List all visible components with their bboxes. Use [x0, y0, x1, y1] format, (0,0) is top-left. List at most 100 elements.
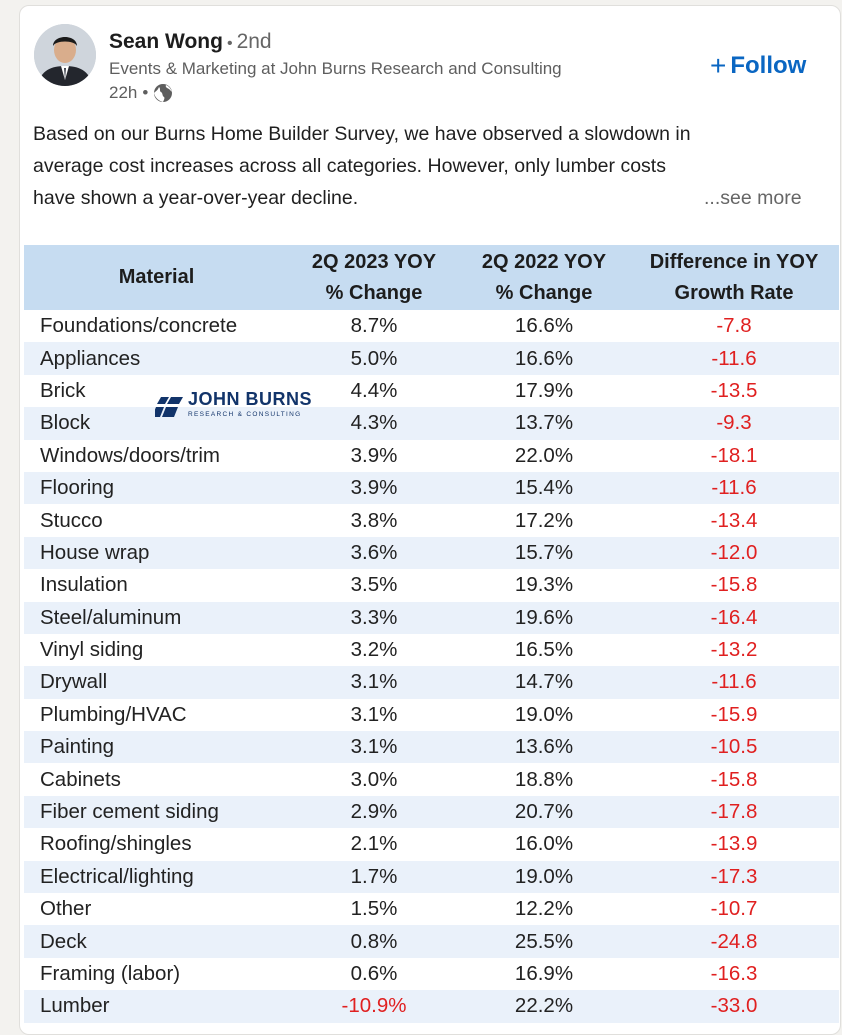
table-row: Fiber cement siding 2.9% 20.7% -17.8 [24, 795, 839, 829]
header-2q2023-line1: 2Q 2023 YOY [311, 250, 437, 273]
difference-cell: -17.8 [629, 795, 839, 829]
difference-cell: -11.6 [629, 666, 839, 699]
header-2q2022-line2: % Change [495, 281, 593, 304]
post-time: 22h [109, 83, 138, 102]
header-2q2023-line2: % Change [325, 281, 423, 304]
table-row: Painting 3.1% 13.6% -10.5 [24, 731, 839, 764]
logo-subtext: RESEARCH & CONSULTING [188, 411, 302, 418]
avatar[interactable] [34, 24, 96, 86]
material-cell: Foundations/concrete [40, 314, 238, 338]
change-2022-cell: 20.7% [459, 795, 629, 829]
change-2022-cell: 19.6% [459, 601, 629, 634]
change-2022-cell: 13.7% [459, 407, 629, 440]
post-text-line: Based on our Burns Home Builder Survey, … [33, 123, 691, 145]
table-row: Windows/doors/trim 3.9% 22.0% -18.1 [24, 440, 839, 472]
change-2023-cell: 3.8% [350, 508, 398, 532]
change-2023-cell: 2.1% [350, 832, 398, 856]
difference-cell: -11.6 [629, 471, 839, 505]
see-more-link[interactable]: ...see more [704, 187, 802, 209]
plus-icon: + [710, 50, 727, 81]
post-image-table[interactable]: Material 2Q 2023 YOY % Change 2Q 2022 YOY… [24, 245, 839, 1023]
change-2022-cell: 25.5% [459, 925, 629, 958]
post-meta: 22h • [109, 82, 173, 104]
change-2022-cell: 19.0% [459, 860, 629, 894]
change-2022-cell: 12.2% [514, 897, 574, 921]
table-row: Foundations/concrete 8.7% 16.6% -7.8 [24, 310, 839, 342]
change-2023-cell: 4.4% [350, 378, 398, 402]
table-row: Drywall 3.1% 14.7% -11.6 [24, 666, 839, 699]
follow-button[interactable]: + Follow [710, 52, 806, 80]
table-row: Appliances 5.0% 16.6% -11.6 [24, 342, 839, 375]
change-2022-cell: 15.7% [459, 536, 629, 570]
change-2022-cell: 17.2% [514, 508, 574, 532]
change-2022-cell: 16.0% [514, 832, 574, 856]
table-row: Stucco 3.8% 17.2% -13.4 [24, 504, 839, 536]
material-cell: Other [40, 897, 92, 921]
change-2023-cell: 3.1% [289, 666, 459, 699]
logo-wordmark: JOHN BURNS [188, 389, 313, 409]
change-2023-cell: 4.3% [289, 407, 459, 440]
difference-cell: -13.9 [710, 832, 758, 856]
change-2023-cell: 1.5% [350, 897, 398, 921]
table-row: Steel/aluminum 3.3% 19.6% -16.4 [24, 601, 839, 634]
post-text-line: average cost increases across all catego… [33, 155, 666, 177]
table-body: Foundations/concrete 8.7% 16.6% -7.8 Applian… [24, 310, 839, 1023]
material-cell: Steel/aluminum [24, 601, 289, 634]
change-2023-cell: 3.9% [289, 471, 459, 505]
difference-cell: -15.8 [710, 767, 758, 791]
difference-cell: -18.1 [710, 443, 758, 467]
change-2022-cell: 22.2% [459, 990, 629, 1023]
separator-dot: • [226, 35, 233, 52]
header-difference: Difference in YOY Growth Rate [629, 245, 839, 310]
change-2023-cell: 1.7% [289, 860, 459, 894]
change-2023-cell: 5.0% [289, 342, 459, 375]
difference-cell: -15.8 [710, 573, 758, 597]
material-cell: Appliances [24, 342, 289, 375]
material-cell: Deck [24, 925, 289, 958]
table-row: Deck 0.8% 25.5% -24.8 [24, 925, 839, 958]
material-cell: Brick [40, 378, 86, 402]
difference-cell: -17.3 [629, 860, 839, 894]
difference-cell: -16.3 [710, 962, 758, 985]
change-2023-cell: 3.1% [350, 702, 398, 726]
author-name[interactable]: Sean Wong [109, 30, 223, 53]
material-cell: House wrap [24, 536, 289, 570]
difference-cell: -24.8 [629, 925, 839, 958]
difference-cell: -15.9 [710, 702, 758, 726]
difference-cell: -13.4 [710, 508, 758, 532]
john-burns-logo-icon [155, 397, 183, 417]
difference-cell: -9.3 [629, 407, 839, 440]
difference-cell: -10.5 [629, 731, 839, 764]
change-2022-cell: 16.6% [459, 342, 629, 375]
change-2022-cell: 18.8% [514, 767, 574, 791]
material-cell: Cabinets [40, 767, 121, 791]
material-cell: Stucco [40, 508, 103, 532]
difference-cell: -7.8 [716, 314, 752, 338]
change-2022-cell: 22.0% [514, 443, 574, 467]
material-cell: Block [24, 407, 289, 440]
table-row: Lumber -10.9% 22.2% -33.0 [24, 990, 839, 1023]
material-cell: Lumber [24, 990, 289, 1023]
header-2q2022: 2Q 2022 YOY % Change [459, 245, 629, 310]
change-2023-cell: 3.6% [289, 536, 459, 570]
change-2023-cell: 0.8% [289, 925, 459, 958]
post-card: Sean Wong • 2nd Events & Marketing at John… [19, 5, 841, 1035]
header-2q2022-line1: 2Q 2022 YOY [481, 250, 607, 273]
change-2023-cell: 3.3% [289, 601, 459, 634]
change-2022-cell: 13.6% [459, 731, 629, 764]
table-row: Other 1.5% 12.2% -10.7 [24, 893, 839, 925]
table-row: Electrical/lighting 1.7% 19.0% -17.3 [24, 860, 839, 894]
change-2023-cell: -10.9% [289, 990, 459, 1023]
material-cell: Vinyl siding [40, 638, 144, 662]
difference-cell: -12.0 [629, 536, 839, 570]
change-2023-cell: 8.7% [350, 314, 398, 338]
table-header-row: Material 2Q 2023 YOY % Change 2Q 2022 YOY… [24, 245, 839, 310]
post-text-line: have shown a year-over-year decline. [33, 187, 359, 209]
table-row: Framing (labor) 0.6% 16.9% -16.3 [24, 958, 839, 990]
difference-cell: -33.0 [629, 990, 839, 1023]
difference-cell: -10.7 [710, 897, 758, 921]
table-row: Block 4.3% 13.7% -9.3 [24, 407, 839, 440]
material-cell: Windows/doors/trim [40, 443, 220, 467]
change-2022-cell: 16.5% [514, 638, 574, 662]
table-row: Brick 4.4% 17.9% -13.5 [24, 375, 839, 407]
